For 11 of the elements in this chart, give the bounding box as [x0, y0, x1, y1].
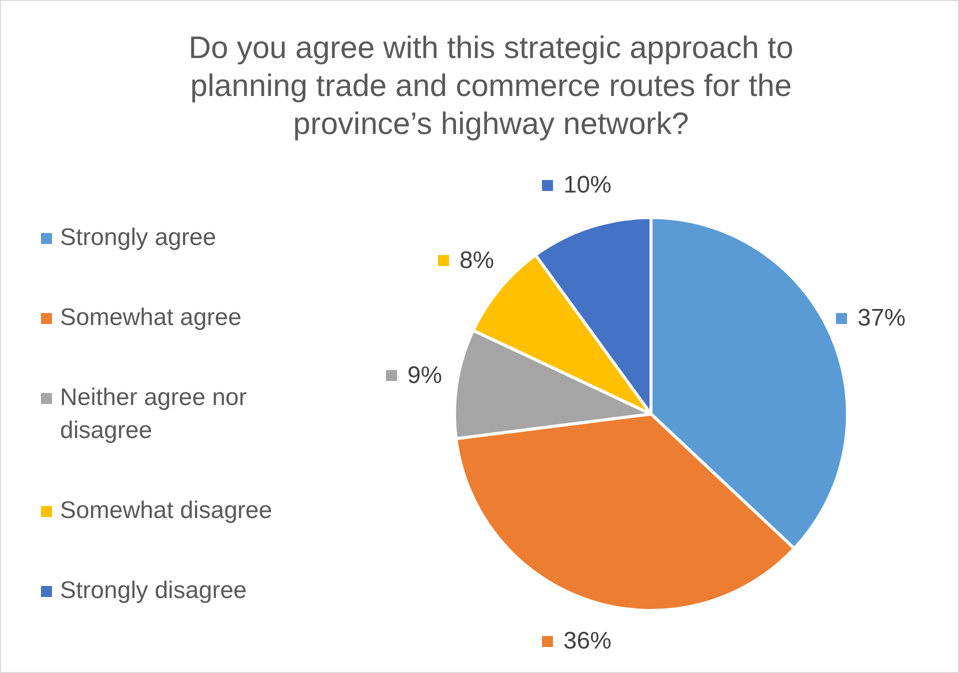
legend-label: Somewhat agree [60, 303, 242, 333]
legend-label: Strongly agree [60, 223, 216, 253]
data-label: 9% [407, 362, 442, 390]
data-label: 37% [857, 304, 906, 332]
data-label: 8% [459, 246, 494, 274]
legend-label: Neither agree nor disagree [60, 383, 248, 446]
data-label: 10% [563, 172, 612, 199]
chart-title: Do you agree with this strategic approach to planning trade and commerce routes for the province’s highway network? [188, 29, 794, 143]
data-label: 36% [563, 628, 612, 655]
legend-label: Somewhat disagree [60, 496, 272, 526]
legend-label: Strongly disagree [60, 576, 247, 606]
